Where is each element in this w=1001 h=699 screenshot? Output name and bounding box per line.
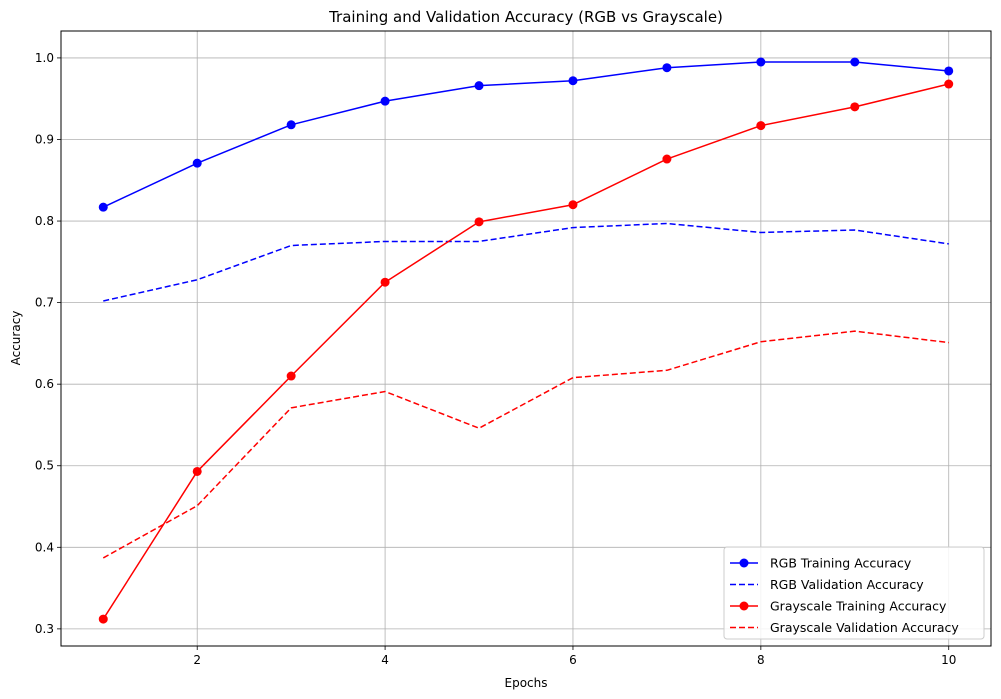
series-0-point [944, 66, 954, 76]
series-2-point [568, 200, 578, 210]
y-tick-label: 0.3 [35, 622, 54, 636]
series-0-point [850, 57, 860, 67]
legend-swatch-marker-0 [739, 558, 749, 568]
y-tick-label: 0.4 [35, 540, 54, 554]
plot-area-frame [60, 30, 992, 647]
series-0-point [568, 76, 578, 86]
series-0-point [662, 63, 672, 73]
y-tick-label: 0.7 [35, 296, 54, 310]
series-line-0 [102, 61, 949, 208]
grid [61, 31, 991, 646]
series-0-point [98, 202, 108, 212]
series-2-point [944, 79, 954, 89]
axis-ticks: 2 4 6 8 10 0.3 0.4 0.5 0.6 0.7 0.8 0.9 1.0 [35, 51, 956, 667]
chart-title: Training and Validation Accuracy (RGB vs… [328, 8, 723, 26]
y-tick-label: 0.6 [35, 377, 54, 391]
legend-label-1: RGB Validation Accuracy [770, 577, 924, 592]
x-tick-label: 8 [757, 653, 765, 667]
series-2-point [98, 614, 108, 624]
series-2-point [286, 371, 296, 381]
series-2-point [192, 466, 202, 476]
series-2-point [474, 217, 484, 227]
y-tick-label: 0.5 [35, 459, 54, 473]
y-tick-label: 1.0 [35, 51, 54, 65]
legend-swatch-marker-2 [739, 601, 749, 611]
x-tick-label: 6 [569, 653, 577, 667]
series-0-point [474, 81, 484, 91]
y-tick-label: 0.9 [35, 132, 54, 146]
legend-label-2: Grayscale Training Accuracy [770, 599, 947, 614]
series-0-point [192, 158, 202, 168]
series-2-point [756, 121, 766, 131]
x-tick-label: 2 [193, 653, 201, 667]
x-tick-label: 4 [381, 653, 389, 667]
legend-label-3: Grayscale Validation Accuracy [770, 620, 959, 635]
series-line-2 [102, 83, 949, 620]
legend-box [723, 546, 985, 640]
legend: RGB Training Accuracy RGB Validation Accu… [723, 546, 985, 640]
series-layer [98, 57, 954, 624]
x-axis-label: Epochs [505, 676, 548, 690]
series-line-3 [102, 330, 949, 559]
y-axis-label: Accuracy [9, 311, 23, 366]
series-2-point [380, 277, 390, 287]
series-0-point [380, 96, 390, 106]
series-2-point [662, 154, 672, 164]
series-2-point [850, 102, 860, 112]
series-0-point [756, 57, 766, 67]
legend-label-0: RGB Training Accuracy [770, 556, 912, 571]
series-0-point [286, 120, 296, 130]
y-tick-label: 0.8 [35, 214, 54, 228]
x-tick-label: 10 [941, 653, 956, 667]
series-line-1 [103, 222, 949, 302]
